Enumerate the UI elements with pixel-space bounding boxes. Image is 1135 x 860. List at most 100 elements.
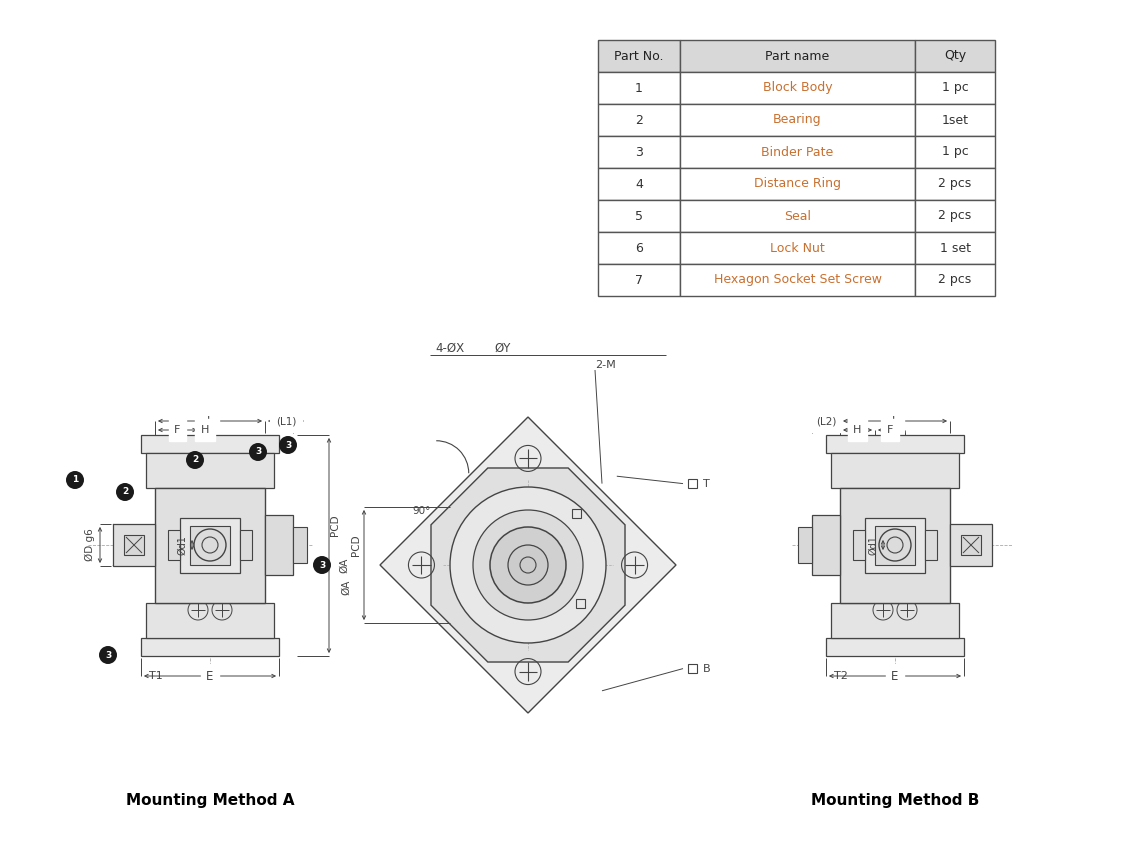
Text: (L1): (L1) — [276, 416, 296, 426]
Text: T2: T2 — [834, 671, 848, 681]
Text: 2 pcs: 2 pcs — [939, 210, 972, 223]
Bar — [831, 603, 959, 638]
Text: F: F — [175, 425, 180, 435]
Bar — [680, 136, 915, 168]
Text: 1set: 1set — [942, 114, 968, 126]
Bar — [146, 453, 274, 488]
Bar — [915, 168, 995, 200]
Text: H: H — [854, 425, 861, 435]
Text: PCD: PCD — [330, 514, 340, 537]
Bar — [598, 264, 680, 296]
Bar — [598, 104, 680, 136]
Bar — [915, 72, 995, 104]
Bar — [680, 104, 915, 136]
Bar — [155, 488, 264, 603]
Text: ØY: ØY — [494, 341, 511, 354]
Circle shape — [66, 471, 84, 489]
Bar — [239, 530, 252, 560]
Text: T1: T1 — [149, 671, 162, 681]
Text: B: B — [703, 664, 711, 673]
Bar — [572, 508, 580, 518]
Bar — [925, 530, 938, 560]
Circle shape — [249, 443, 267, 461]
Bar — [180, 518, 239, 573]
Bar — [598, 168, 680, 200]
Text: 6: 6 — [636, 242, 642, 255]
Text: 7: 7 — [634, 273, 644, 286]
Polygon shape — [380, 417, 676, 713]
Text: 1 pc: 1 pc — [942, 145, 968, 158]
Text: Seal: Seal — [784, 210, 812, 223]
Text: Lock Nut: Lock Nut — [771, 242, 825, 255]
Bar — [598, 72, 680, 104]
Bar — [575, 599, 585, 607]
Text: L: L — [207, 416, 213, 426]
Circle shape — [116, 483, 134, 501]
Bar — [680, 264, 915, 296]
Text: E: E — [891, 669, 899, 683]
Bar — [865, 518, 925, 573]
Bar — [146, 603, 274, 638]
Bar — [831, 453, 959, 488]
Bar — [812, 515, 840, 575]
Text: Distance Ring: Distance Ring — [754, 177, 841, 191]
Text: Binder Pate: Binder Pate — [762, 145, 833, 158]
Text: 3: 3 — [255, 447, 261, 457]
Text: Ød1: Ød1 — [868, 535, 878, 555]
Text: T: T — [703, 479, 709, 488]
Text: Block Body: Block Body — [763, 82, 832, 95]
Text: 3: 3 — [104, 650, 111, 660]
Bar — [598, 200, 680, 232]
Text: 1: 1 — [636, 82, 642, 95]
Text: F: F — [886, 425, 893, 435]
Bar — [915, 136, 995, 168]
Text: 90°: 90° — [412, 507, 430, 516]
Bar — [854, 530, 865, 560]
Bar — [168, 530, 180, 560]
Text: 4-ØX: 4-ØX — [435, 341, 464, 354]
Circle shape — [449, 487, 606, 643]
Text: Mounting Method A: Mounting Method A — [126, 793, 294, 808]
Text: ØA: ØA — [339, 558, 348, 573]
Bar — [264, 515, 293, 575]
Text: ØA: ØA — [340, 580, 351, 594]
Text: 3: 3 — [285, 440, 291, 450]
Text: 2 pcs: 2 pcs — [939, 177, 972, 191]
Bar — [915, 232, 995, 264]
Bar — [124, 535, 144, 555]
Text: 5: 5 — [634, 210, 644, 223]
Text: 3: 3 — [319, 561, 325, 569]
Text: Mounting Method B: Mounting Method B — [810, 793, 980, 808]
Text: PCD: PCD — [351, 534, 361, 556]
Polygon shape — [431, 468, 625, 662]
Text: E: E — [207, 669, 213, 683]
Text: 4: 4 — [636, 177, 642, 191]
Bar — [915, 40, 995, 72]
Text: Bearing: Bearing — [773, 114, 822, 126]
Bar — [688, 664, 697, 673]
Bar — [141, 638, 279, 656]
Bar — [680, 40, 915, 72]
Circle shape — [313, 556, 331, 574]
Bar — [141, 435, 279, 656]
Text: Part No.: Part No. — [614, 50, 664, 63]
Bar — [961, 535, 981, 555]
Text: Hexagon Socket Set Screw: Hexagon Socket Set Screw — [714, 273, 882, 286]
Bar — [114, 524, 155, 566]
Bar — [915, 104, 995, 136]
Text: Qty: Qty — [944, 50, 966, 63]
Text: ØD g6: ØD g6 — [85, 529, 95, 562]
Text: 2: 2 — [121, 488, 128, 496]
Text: 2: 2 — [636, 114, 642, 126]
Bar — [826, 435, 964, 453]
Bar — [840, 488, 950, 603]
Bar — [190, 526, 230, 565]
Bar — [915, 264, 995, 296]
Circle shape — [473, 510, 583, 620]
Text: H: H — [201, 425, 209, 435]
Text: 1 pc: 1 pc — [942, 82, 968, 95]
Text: (L2): (L2) — [816, 416, 836, 426]
Text: 2 pcs: 2 pcs — [939, 273, 972, 286]
Bar — [680, 232, 915, 264]
Circle shape — [490, 527, 566, 603]
